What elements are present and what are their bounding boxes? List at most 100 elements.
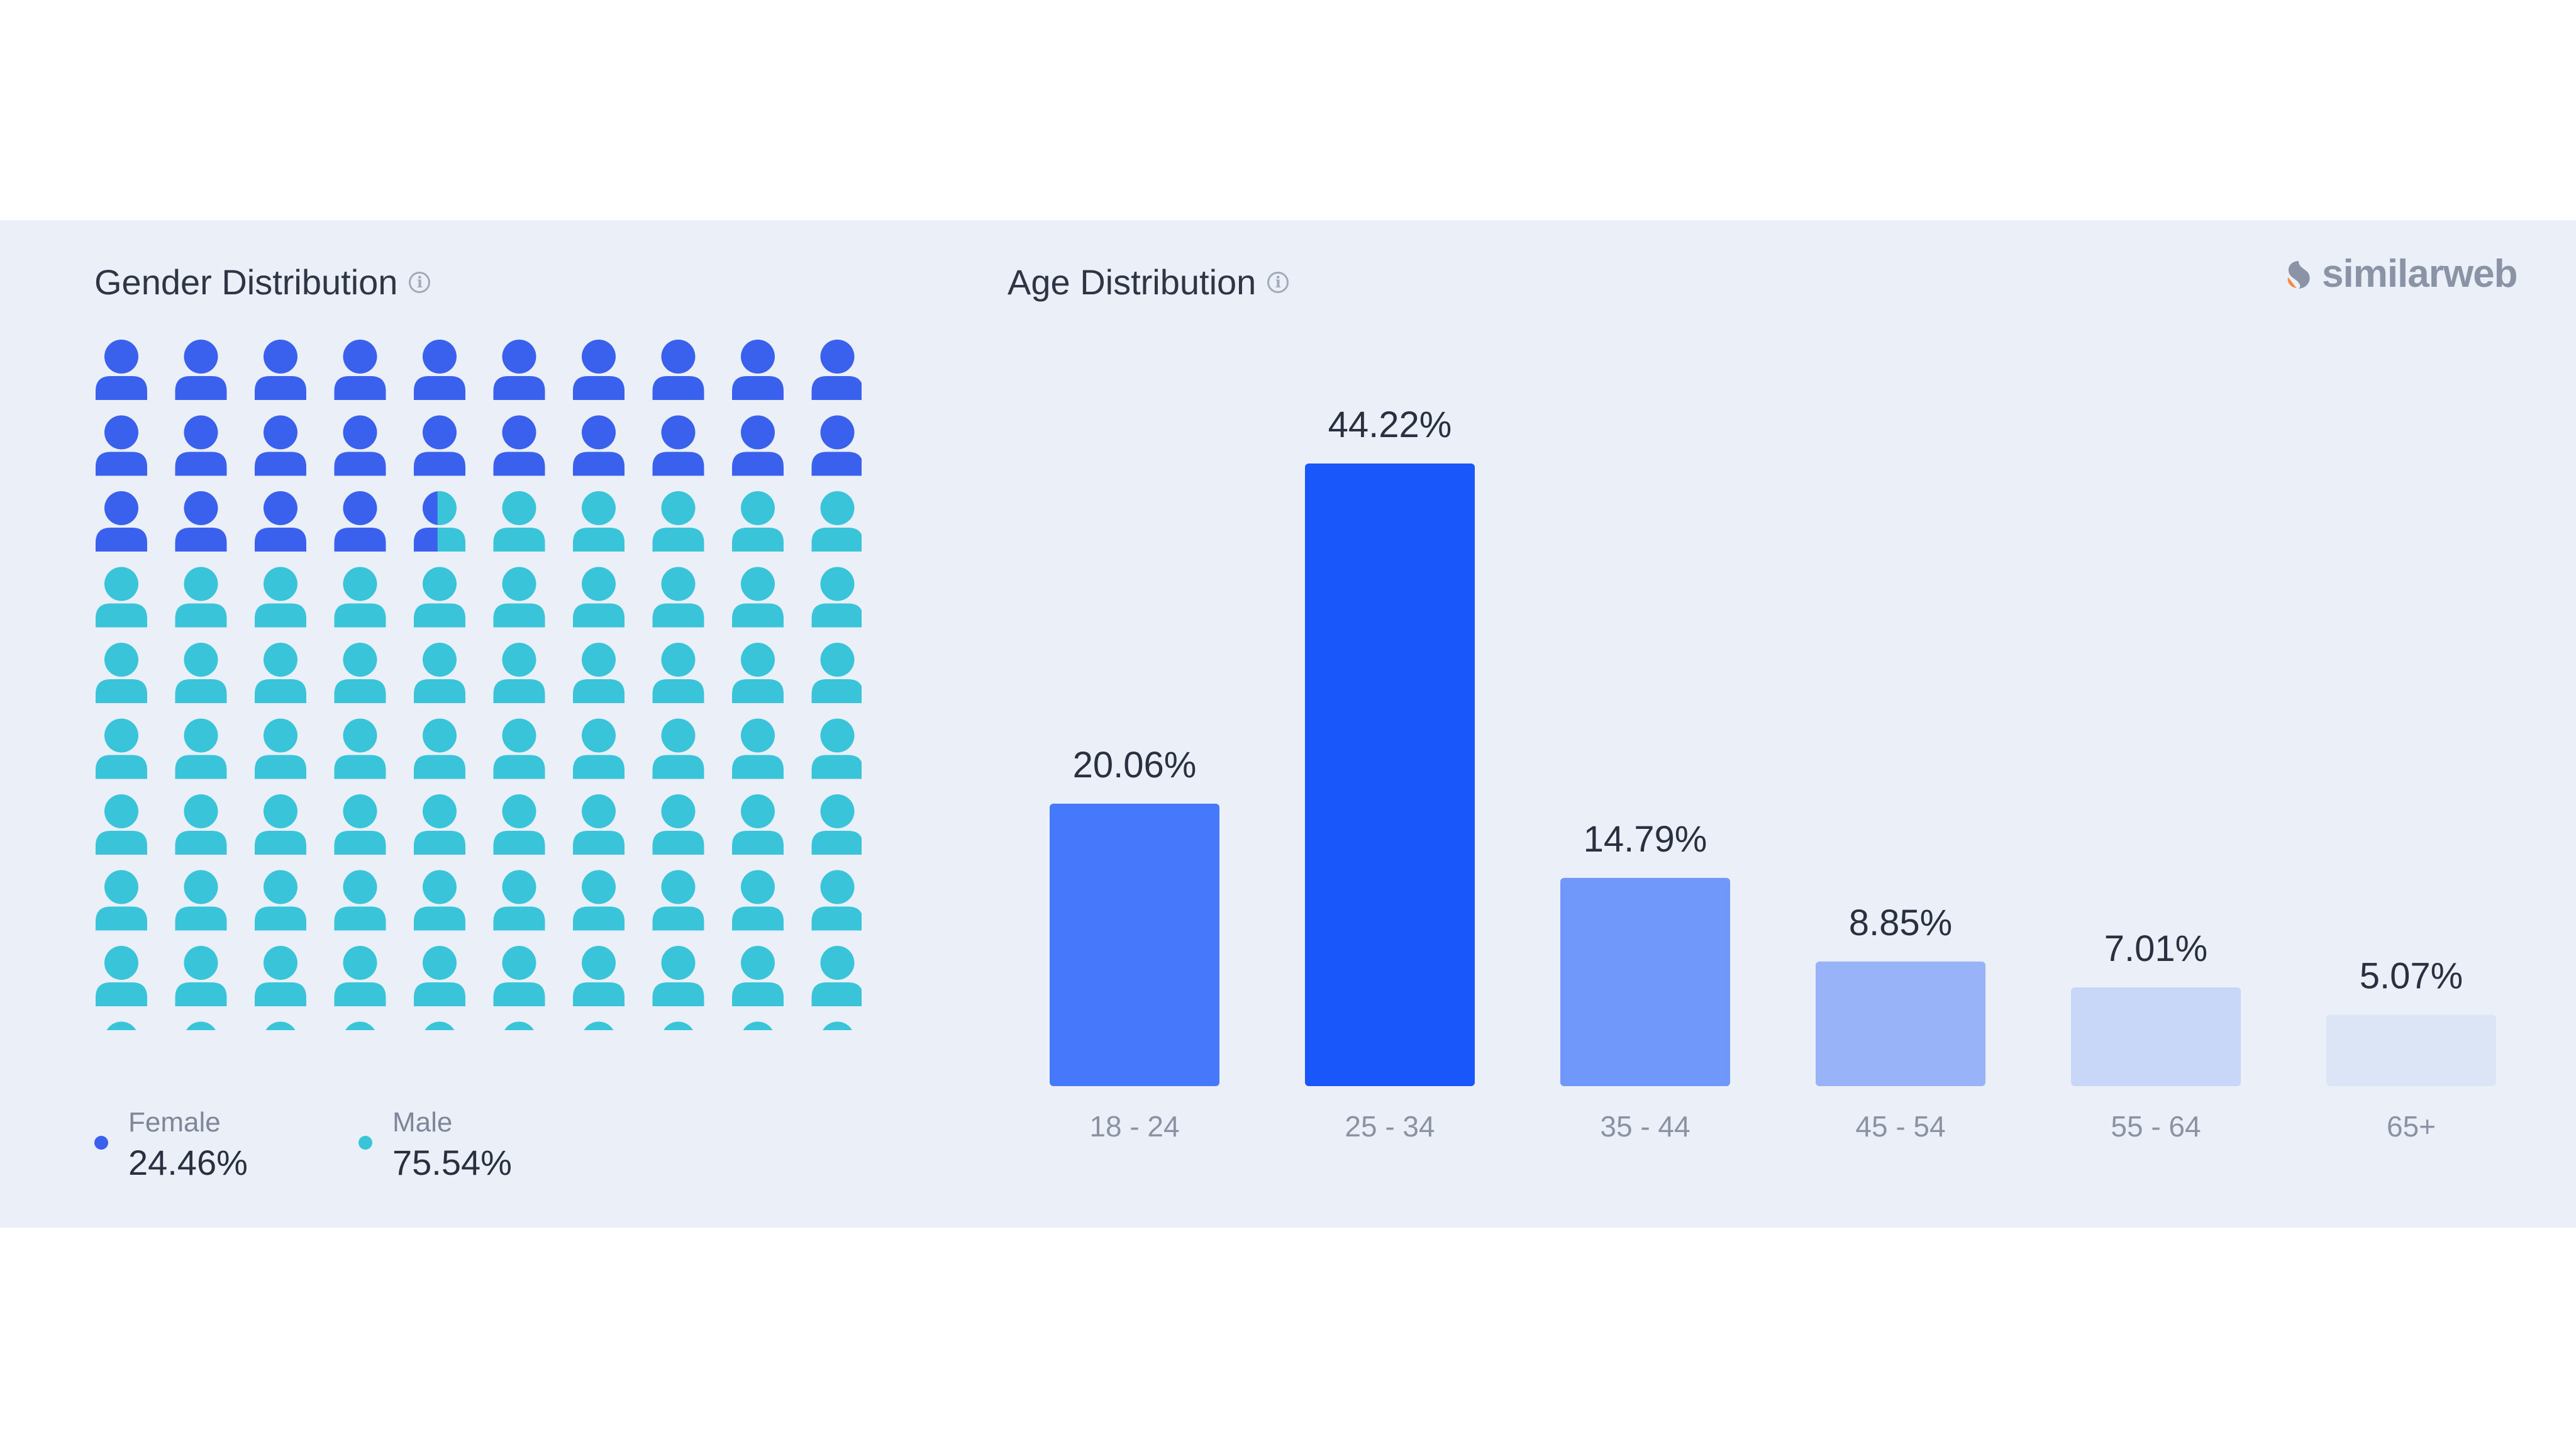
age-distribution-title: Age Distribution i — [1008, 262, 1289, 303]
person-icon — [732, 718, 784, 779]
person-icon — [414, 340, 465, 400]
age-bar-value-label: 20.06% — [1073, 745, 1197, 786]
person-icon — [186, 1021, 216, 1030]
person-icon — [811, 567, 862, 628]
similarweb-logo-text: similarweb — [2322, 252, 2518, 296]
person-icon — [732, 415, 784, 476]
person-icon — [652, 946, 704, 1006]
person-icon — [493, 946, 545, 1006]
person-icon — [811, 340, 862, 400]
person-icon — [334, 567, 386, 628]
age-bar[interactable] — [1816, 961, 1985, 1086]
person-icon — [96, 870, 147, 931]
person-icon — [96, 946, 147, 1006]
person-icon — [732, 567, 784, 628]
person-icon — [334, 340, 386, 400]
person-icon — [96, 643, 147, 703]
info-icon[interactable]: i — [1267, 271, 1289, 293]
age-bar-value-label: 8.85% — [1849, 902, 1952, 943]
person-icon — [743, 1021, 773, 1030]
person-icon — [414, 567, 465, 628]
info-icon[interactable]: i — [409, 271, 431, 293]
person-icon — [811, 870, 862, 931]
person-icon — [175, 643, 227, 703]
person-icon — [345, 1021, 375, 1030]
person-icon — [732, 946, 784, 1006]
person-icon — [334, 491, 386, 552]
person-icon — [334, 415, 386, 476]
person-icon — [96, 491, 147, 552]
person-icon — [175, 491, 227, 552]
person-icon — [811, 718, 862, 779]
age-bar-value-label: 7.01% — [2104, 928, 2207, 969]
person-icon — [255, 415, 306, 476]
person-icon — [265, 1021, 296, 1030]
female-legend-dot — [94, 1136, 108, 1150]
person-icon — [175, 946, 227, 1006]
person-icon — [414, 491, 465, 552]
person-icon — [493, 870, 545, 931]
person-icon — [652, 794, 704, 855]
person-icon — [652, 567, 704, 628]
age-bar[interactable] — [2326, 1014, 2496, 1086]
person-icon — [652, 415, 704, 476]
person-icon — [175, 718, 227, 779]
gender-person-grid — [94, 338, 862, 1030]
person-icon — [175, 340, 227, 400]
age-bar[interactable] — [2071, 987, 2241, 1086]
person-icon — [573, 718, 625, 779]
person-icon — [732, 794, 784, 855]
person-icon — [573, 643, 625, 703]
person-icon — [732, 491, 784, 552]
person-icon — [255, 718, 306, 779]
person-icon — [811, 491, 862, 552]
person-icon — [573, 340, 625, 400]
person-icon — [96, 718, 147, 779]
person-icon — [255, 794, 306, 855]
person-icon — [493, 491, 545, 552]
person-icon-grid — [96, 340, 862, 1030]
person-icon — [732, 643, 784, 703]
person-icon — [414, 643, 465, 703]
person-icon — [493, 718, 545, 779]
person-icon — [573, 415, 625, 476]
age-bar[interactable] — [1305, 464, 1475, 1086]
person-icon — [493, 794, 545, 855]
person-icon — [175, 415, 227, 476]
gender-distribution-title: Gender Distribution i — [94, 262, 431, 303]
person-icon — [493, 567, 545, 628]
person-icon — [414, 415, 465, 476]
person-icon — [573, 567, 625, 628]
person-icon — [334, 718, 386, 779]
person-icon — [255, 643, 306, 703]
person-icon — [573, 870, 625, 931]
person-icon — [255, 567, 306, 628]
person-icon — [493, 415, 545, 476]
person-icon — [175, 794, 227, 855]
age-bar-value-label: 14.79% — [1584, 819, 1707, 860]
person-icon — [255, 340, 306, 400]
person-icon — [334, 643, 386, 703]
person-icon — [414, 946, 465, 1006]
age-bar[interactable] — [1050, 803, 1219, 1086]
person-icon — [652, 643, 704, 703]
person-icon — [811, 643, 862, 703]
person-icon — [255, 491, 306, 552]
person-icon — [96, 340, 147, 400]
person-icon — [652, 870, 704, 931]
person-icon — [96, 567, 147, 628]
person-icon — [334, 794, 386, 855]
person-icon — [573, 491, 625, 552]
male-legend-dot — [358, 1136, 372, 1150]
person-icon — [573, 946, 625, 1006]
person-icon — [652, 491, 704, 552]
person-icon — [811, 415, 862, 476]
person-icon — [504, 1021, 534, 1030]
age-tick-label: 55 - 64 — [2111, 1110, 2201, 1143]
age-bar[interactable] — [1560, 877, 1730, 1086]
person-icon — [175, 567, 227, 628]
person-icon — [573, 794, 625, 855]
person-icon — [493, 643, 545, 703]
male-legend-label: Male — [392, 1107, 453, 1138]
person-icon — [732, 340, 784, 400]
